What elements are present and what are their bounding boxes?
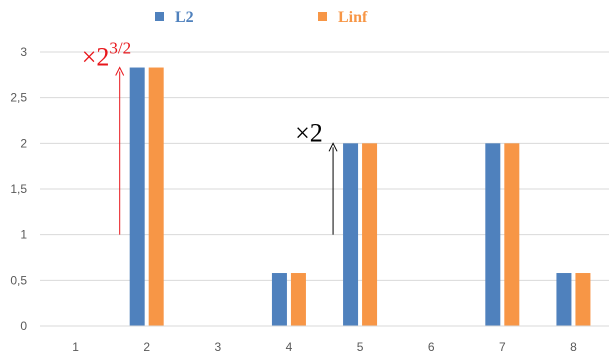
y-axis-ticks: 0 0,5 1 1,5 2 2,5 3 bbox=[10, 45, 27, 333]
legend: L2 Linf bbox=[155, 9, 368, 26]
y-tick-label: 0,5 bbox=[10, 273, 27, 287]
annotation-label: ×2 bbox=[295, 118, 323, 147]
gridlines bbox=[40, 51, 609, 281]
x-tick-label: 7 bbox=[499, 340, 506, 354]
legend-swatch-l2 bbox=[155, 12, 164, 21]
x-tick-label: 5 bbox=[357, 340, 364, 354]
bar-linf-4 bbox=[290, 273, 306, 326]
x-tick-label: 2 bbox=[143, 340, 150, 354]
y-tick-label: 1 bbox=[20, 228, 27, 242]
y-tick-label: 0 bbox=[20, 319, 27, 333]
bar-l2-5 bbox=[343, 143, 359, 326]
x-tick-label: 1 bbox=[72, 340, 79, 354]
x-tick-label: 3 bbox=[214, 340, 221, 354]
annotation-arrow-head bbox=[328, 142, 338, 152]
annotation-arrow-head bbox=[115, 66, 125, 76]
x-tick-label: 4 bbox=[286, 340, 293, 354]
bar-linf-7 bbox=[504, 143, 520, 326]
annotation-superscript: 3/2 bbox=[109, 39, 131, 58]
bar-linf-5 bbox=[362, 143, 378, 326]
bar-linf-8 bbox=[575, 273, 591, 326]
legend-label-l2: L2 bbox=[175, 9, 194, 26]
annotations: ×23/2 ×2 bbox=[82, 39, 338, 235]
bar-l2-7 bbox=[485, 143, 501, 326]
legend-swatch-linf bbox=[318, 12, 327, 21]
bar-l2-8 bbox=[556, 273, 572, 326]
annotation-label: ×23/2 bbox=[82, 39, 131, 72]
x-axis-ticks: 1 2 3 4 5 6 7 8 bbox=[72, 340, 577, 354]
legend-label-linf: Linf bbox=[338, 9, 368, 26]
y-tick-label: 3 bbox=[20, 45, 27, 59]
x-tick-label: 8 bbox=[570, 340, 577, 354]
x-tick-label: 6 bbox=[428, 340, 435, 354]
y-tick-label: 2 bbox=[20, 136, 27, 150]
bar-linf-2 bbox=[148, 67, 164, 326]
bars bbox=[129, 67, 591, 326]
y-tick-label: 2,5 bbox=[10, 91, 27, 105]
y-tick-label: 1,5 bbox=[10, 182, 27, 196]
bar-l2-2 bbox=[129, 67, 145, 326]
bar-l2-4 bbox=[271, 273, 287, 326]
